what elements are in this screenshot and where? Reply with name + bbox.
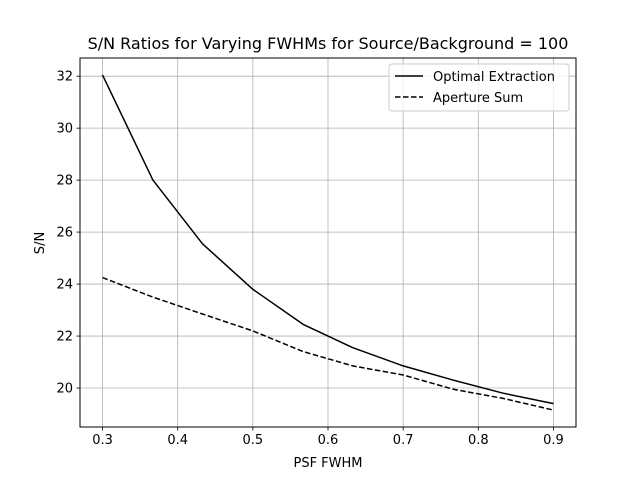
axis-ticks: 0.3 0.4 0.5 0.6 0.7 0.8 0.9 20 22 24 26 28 30 32	[56, 70, 563, 448]
x-tick-label: 0.6	[318, 433, 339, 448]
x-tick-label: 0.3	[92, 433, 113, 448]
y-tick-label: 24	[56, 278, 73, 293]
chart-title: S/N Ratios for Varying FWHMs for Source/…	[88, 34, 569, 53]
x-tick-label: 0.5	[243, 433, 264, 448]
y-tick-label: 28	[56, 174, 73, 189]
x-tick-label: 0.9	[543, 433, 564, 448]
y-tick-label: 22	[56, 330, 73, 345]
x-tick-label: 0.4	[167, 433, 188, 448]
grid	[80, 58, 576, 427]
y-tick-label: 20	[56, 382, 73, 397]
legend-box	[388, 63, 570, 112]
series-lines	[101, 74, 554, 411]
y-tick-label: 30	[56, 122, 73, 137]
x-axis-label: PSF FWHM	[293, 456, 362, 471]
legend-label-aperture-sum: Aperture Sum	[433, 91, 523, 106]
y-axis-label: S/N	[33, 232, 48, 254]
y-tick-label: 32	[56, 70, 73, 85]
series-line-optimal-extraction	[101, 74, 554, 405]
x-tick-label: 0.8	[468, 433, 489, 448]
y-tick-label: 26	[56, 226, 73, 241]
legend: Optimal Extraction Aperture Sum	[388, 63, 570, 112]
x-tick-label: 0.7	[393, 433, 414, 448]
legend-label-optimal-extraction: Optimal Extraction	[433, 70, 555, 85]
series-line-aperture-sum	[102, 276, 554, 411]
